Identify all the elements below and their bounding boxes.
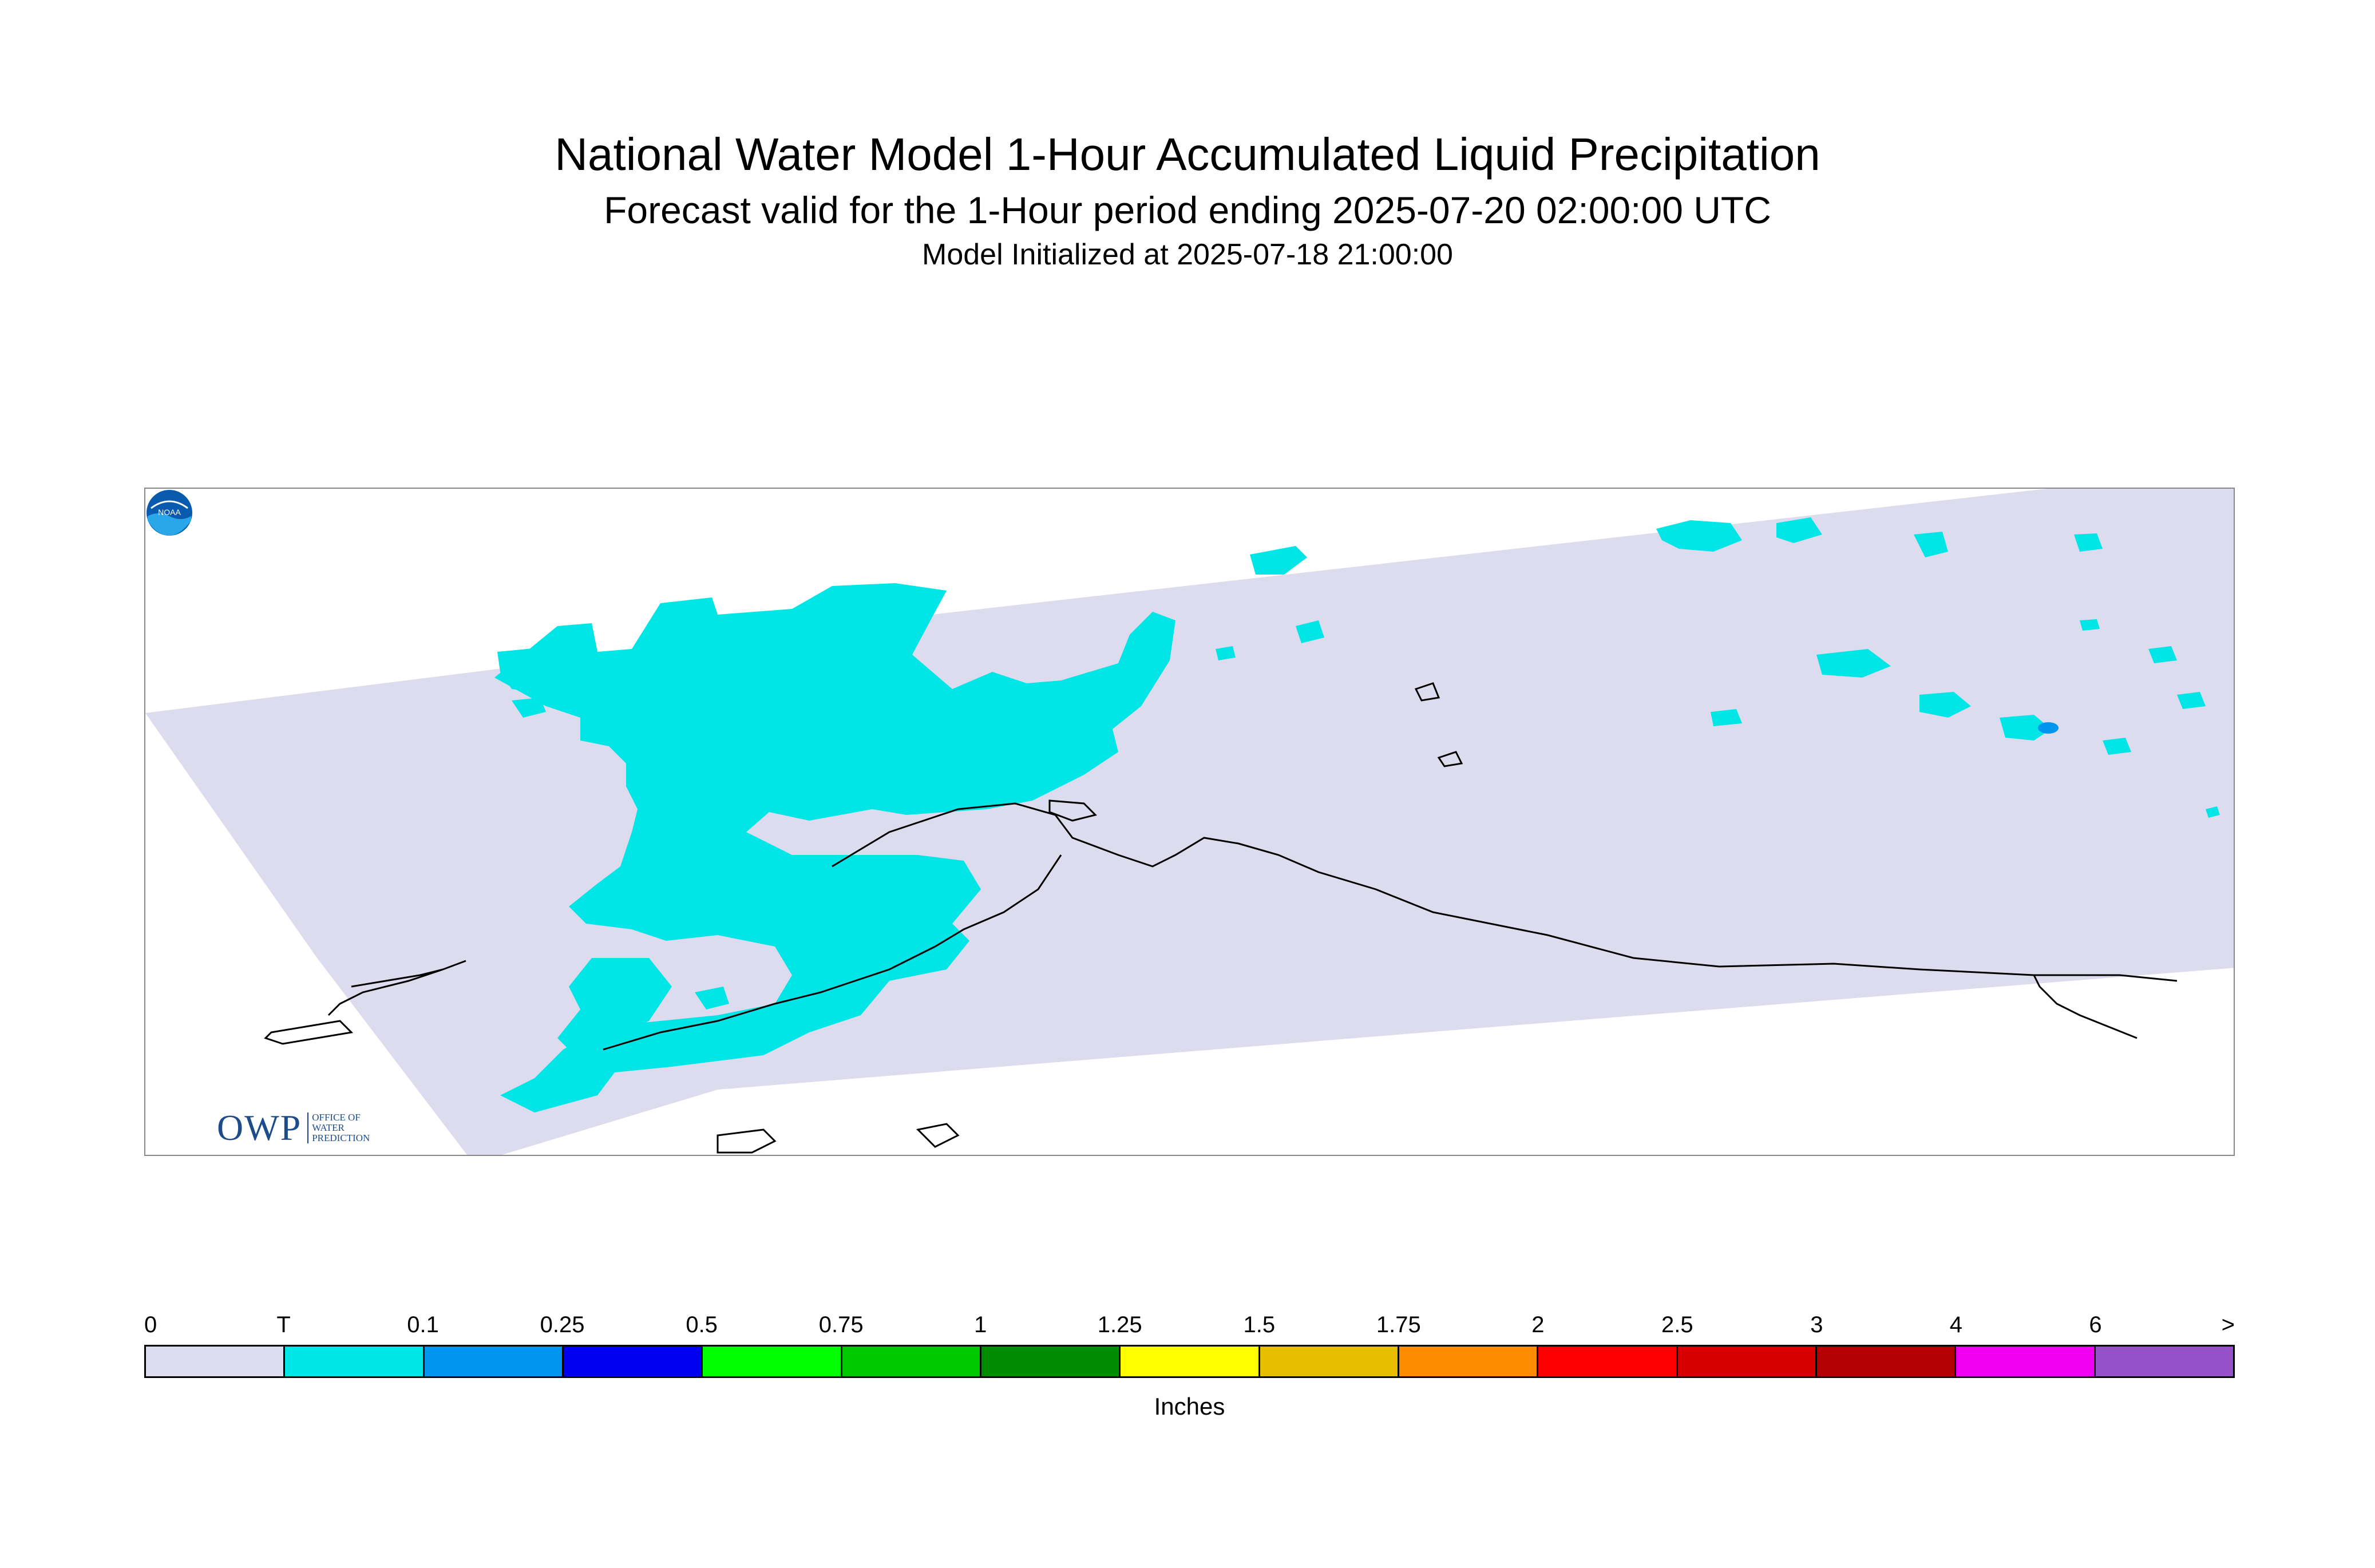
owp-line-3: PREDICTION — [312, 1133, 370, 1143]
legend-swatch — [1260, 1347, 1399, 1376]
boundary-east — [2033, 975, 2138, 1039]
precip-area-main — [494, 583, 1175, 1112]
precip-area-sw-1 — [557, 958, 672, 1050]
precip-area-sw-2 — [695, 987, 729, 1009]
legend-tick-label: 1.25 — [1097, 1312, 1142, 1337]
coastline-kenai — [603, 854, 1062, 1051]
precip-area-light — [2038, 722, 2059, 734]
map-title: National Water Model 1-Hour Accumulated … — [555, 129, 1820, 180]
legend-swatch — [703, 1347, 842, 1376]
precip-area-west-2 — [597, 695, 649, 723]
precip-area-ne-12 — [2080, 619, 2100, 631]
legend-tick-label: 4 — [1949, 1312, 1963, 1337]
precip-area-ne-6 — [1919, 692, 1971, 718]
coastline-south-alaska — [832, 802, 2178, 982]
coastline-lines — [264, 682, 2178, 1154]
legend-tick-label: 0.5 — [686, 1312, 718, 1337]
legend-tick-label: T — [276, 1312, 291, 1337]
legend-swatch — [285, 1347, 425, 1376]
legend-tick-label: 0.1 — [407, 1312, 439, 1337]
precip-area-central-3 — [1216, 646, 1236, 660]
legend-tick-label: 6 — [2089, 1312, 2102, 1337]
legend-tick-label: 1.5 — [1243, 1312, 1276, 1337]
legend-tick-label: 3 — [1810, 1312, 1823, 1337]
map-canvas — [145, 489, 2234, 1155]
legend-tick-label: 2 — [1531, 1312, 1545, 1337]
legend-tick-label: 0.75 — [818, 1312, 864, 1337]
legend-tick-label: 1 — [974, 1312, 987, 1337]
noaa-text: NOAA — [158, 508, 181, 517]
precip-area-ne-2 — [1776, 517, 1822, 543]
noaa-logo-icon: NOAA — [147, 490, 192, 536]
owp-logo: OWP OFFICE OF WATER PREDICTION — [217, 1107, 370, 1149]
model-initialized-text: Model Initialized at 2025-07-18 21:00:00 — [922, 238, 1453, 271]
legend-tick-label: 0 — [144, 1312, 157, 1337]
precipitation-map: OWP OFFICE OF WATER PREDICTION NOAA — [144, 488, 2235, 1156]
island-5 — [717, 1129, 777, 1154]
legend-swatch — [1956, 1347, 2096, 1376]
precip-area-ne-5 — [1816, 649, 1891, 678]
legend-units-label: Inches — [1154, 1393, 1225, 1420]
island-2 — [916, 1123, 960, 1148]
legend-swatch — [981, 1347, 1121, 1376]
island-3 — [1414, 682, 1440, 702]
precip-area-east-13 — [2206, 806, 2220, 818]
precip-area-ne-8 — [1711, 709, 1742, 726]
legend-swatch — [1816, 1347, 1957, 1376]
owp-letters: OWP — [217, 1107, 302, 1148]
precip-area-sw-3 — [552, 1055, 586, 1072]
coastline-sw — [264, 1020, 354, 1045]
legend-swatch — [1399, 1347, 1539, 1376]
legend-swatch — [1121, 1347, 1260, 1376]
precip-area-ne-7 — [2000, 715, 2051, 741]
legend-swatch — [1677, 1347, 1817, 1376]
precip-area-central-1 — [1250, 546, 1307, 575]
legend-swatch — [424, 1347, 564, 1376]
precip-area-west-3 — [512, 698, 546, 718]
owp-line-2: WATER — [312, 1122, 345, 1133]
legend-tick-labels: 0 T 0.1 0.25 0.5 0.75 1 1.25 1.5 1.75 2 2.5 3 4 6 > — [144, 1310, 2235, 1345]
legend-tick-label: > — [2221, 1312, 2235, 1337]
legend-swatch — [1538, 1347, 1678, 1376]
precip-area-ne-9 — [2148, 646, 2177, 663]
color-legend: 0 T 0.1 0.25 0.5 0.75 1 1.25 1.5 1.75 2 2.5 3 4 6 > Inc… — [144, 1310, 2235, 1423]
model-domain — [145, 489, 2234, 1155]
precip-area-ne-10 — [2103, 738, 2131, 755]
legend-swatch — [2095, 1347, 2233, 1376]
precip-area-ne-4 — [2074, 533, 2103, 552]
island-1 — [1048, 799, 1097, 822]
island-4 — [1437, 751, 1463, 767]
legend-swatch — [146, 1347, 286, 1376]
map-subtitle: Forecast valid for the 1-Hour period end… — [604, 189, 1771, 231]
legend-swatch — [842, 1347, 981, 1376]
legend-tick-label: 2.5 — [1661, 1312, 1693, 1337]
coastline-west — [327, 960, 466, 1016]
owp-line-1: OFFICE OF — [312, 1112, 361, 1123]
legend-swatch — [563, 1347, 703, 1376]
precip-area-west-1 — [497, 643, 592, 695]
legend-tick-label: 1.75 — [1376, 1312, 1421, 1337]
legend-color-bar — [144, 1345, 2235, 1378]
precip-area-ne-11 — [2177, 692, 2206, 709]
precip-area-central-2 — [1296, 620, 1324, 643]
precip-trace-areas — [494, 517, 2220, 1112]
owp-subtitle: OFFICE OF WATER PREDICTION — [307, 1112, 370, 1143]
precip-area-ne-1 — [1656, 520, 1742, 552]
legend-tick-label: 0.25 — [540, 1312, 585, 1337]
precip-area-ne-3 — [1914, 532, 1948, 557]
